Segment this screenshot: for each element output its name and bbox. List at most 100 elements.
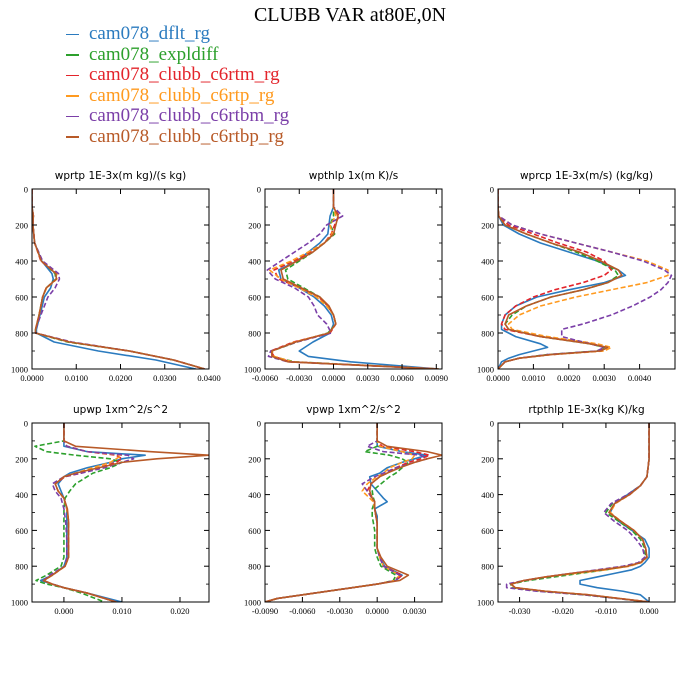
y-tick-label: 200: [15, 454, 28, 464]
panel-6: rtpthlp 1E-3x(kg K)/kg 0 200 400 600 800 1000 -…: [477, 404, 676, 616]
legend-item-expldiff: cam078_expldiff: [66, 44, 289, 66]
y-tick-label: 600: [481, 526, 494, 536]
y-tick-label: 800: [15, 562, 28, 572]
x-tick-label: 0.000: [54, 606, 73, 616]
x-tick-label: 0.0300: [153, 373, 176, 383]
panel-3: wprcp 1E-3x(m/s) (kg/kg) 0 200 400 600 800 100…: [477, 170, 676, 383]
y-tick-label: 800: [248, 329, 261, 339]
x-tick-label: -0.0030: [286, 373, 312, 383]
series-group: [498, 189, 673, 369]
x-tick-label: 0.000: [640, 606, 659, 616]
y-tick-label: 400: [15, 257, 28, 267]
y-tick-label: 1000: [477, 365, 494, 375]
x-tick-label: -0.0060: [252, 373, 278, 383]
legend-swatch: [66, 136, 79, 138]
y-tick-label: 1000: [11, 365, 28, 375]
panel-title: wprtp 1E-3x(m kg)/(s kg): [55, 170, 186, 182]
y-tick-label: 800: [248, 562, 261, 572]
legend-swatch: [66, 54, 79, 56]
series-line-4: [265, 423, 416, 602]
x-tick-label: 0.0010: [522, 373, 545, 383]
y-tick-label: 0: [490, 185, 494, 195]
y-tick-label: 400: [248, 257, 261, 267]
y-tick-label: 600: [248, 293, 261, 303]
x-tick-label: -0.0090: [252, 606, 278, 616]
legend-swatch: [66, 115, 79, 118]
y-tick-label: 1000: [244, 365, 261, 375]
x-tick-label: 0.0000: [322, 373, 345, 383]
y-tick-label: 1000: [244, 598, 261, 608]
y-tick-label: 800: [481, 329, 494, 339]
series-line-1: [498, 189, 627, 369]
series-line-3: [265, 423, 431, 602]
y-tick-label: 200: [248, 221, 261, 231]
series-line-3: [498, 189, 613, 369]
legend-swatch: [66, 33, 79, 36]
y-tick-label: 0: [257, 419, 261, 429]
legend-swatch: [66, 95, 79, 97]
plot-frame: [264, 188, 443, 370]
series-line-5: [42, 423, 135, 602]
y-tick-label: 0: [490, 419, 494, 429]
x-tick-label: 0.0060: [390, 373, 413, 383]
figure-title: CLUBB VAR at80E,0N: [253, 4, 447, 26]
series-line-1: [277, 189, 439, 369]
y-tick-label: 400: [481, 490, 494, 500]
y-tick-label: 1000: [477, 598, 494, 608]
series-line-6: [510, 423, 650, 602]
y-tick-label: 200: [248, 454, 261, 464]
series-line-4: [510, 423, 650, 602]
panel-title: wpthlp 1x(m K)/s: [309, 170, 399, 182]
y-tick-label: 0: [24, 419, 28, 429]
series-group: [32, 189, 205, 369]
series-line-5: [498, 189, 673, 369]
y-tick-label: 800: [15, 329, 28, 339]
series-line-1: [579, 423, 650, 602]
panel-title: upwp 1xm^2/s^2: [73, 404, 168, 416]
x-tick-label: 0.0200: [109, 373, 132, 383]
series-group: [266, 189, 439, 369]
series-line-6: [265, 423, 442, 602]
y-tick-label: 800: [481, 562, 494, 572]
panel-title: vpwp 1xm^2/s^2: [306, 404, 401, 416]
y-tick-label: 600: [481, 293, 494, 303]
x-tick-label: 0.0000: [365, 606, 388, 616]
legend-item-c6rtm: cam078_clubb_c6rtm_rg: [66, 64, 289, 86]
legend-label: cam078_clubb_c6rtm_rg: [89, 64, 280, 85]
legend-item-c6rtp: cam078_clubb_c6rtp_rg: [66, 84, 289, 107]
y-tick-label: 400: [481, 257, 494, 267]
series-line-2: [34, 423, 123, 602]
series-line-5: [505, 423, 650, 602]
series-group: [34, 423, 209, 602]
panel-title: wprcp 1E-3x(m/s) (kg/kg): [520, 170, 653, 182]
series-line-1: [39, 423, 146, 602]
y-tick-label: 0: [24, 185, 28, 195]
x-tick-label: -0.0060: [289, 606, 315, 616]
x-tick-label: 0.0000: [20, 373, 43, 383]
y-tick-label: 600: [15, 293, 28, 303]
x-tick-label: -0.0030: [327, 606, 353, 616]
panel-4: upwp 1xm^2/s^2 0 200 400 600 800 1000 0.000 0.01…: [11, 404, 210, 616]
y-tick-label: 200: [481, 454, 494, 464]
x-tick-label: 0.020: [170, 606, 189, 616]
panel-title: rtpthlp 1E-3x(kg K)/kg: [528, 404, 644, 416]
x-tick-label: 0.0000: [486, 373, 509, 383]
legend-label: cam078_clubb_c6rtp_rg: [89, 84, 275, 106]
series-line-3: [510, 423, 650, 602]
x-tick-label: 0.0030: [356, 373, 379, 383]
x-tick-label: 0.0400: [197, 373, 220, 383]
series-line-2: [498, 189, 620, 369]
y-tick-label: 600: [15, 526, 28, 536]
legend-label: cam078_clubb_c6rtbm_rg: [89, 105, 290, 126]
y-tick-label: 600: [248, 526, 261, 536]
x-tick-label: 0.0020: [557, 373, 580, 383]
series-line-6: [32, 189, 205, 369]
series-line-6: [271, 189, 439, 369]
y-tick-label: 0: [257, 185, 261, 195]
y-tick-label: 1000: [11, 598, 28, 608]
x-tick-label: 0.010: [112, 606, 131, 616]
x-tick-label: 0.0090: [425, 373, 448, 383]
series-group: [265, 423, 442, 602]
legend: cam078_dflt_rg cam078_expldiff cam078_cl…: [66, 23, 290, 147]
